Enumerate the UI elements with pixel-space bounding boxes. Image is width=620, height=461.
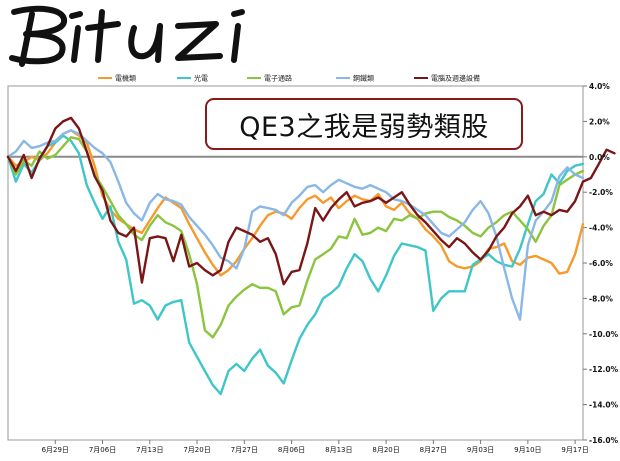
y-tick-label: 4.0% (589, 82, 610, 91)
x-tick-label: 9月10日 (514, 446, 541, 454)
y-tick-label: -16.0% (589, 436, 619, 445)
x-tick-label: 8月20日 (372, 446, 399, 454)
y-tick-label: -2.0% (589, 188, 613, 197)
legend-label: 電腦及週邊設備 (431, 74, 480, 83)
x-tick-label: 7月06日 (89, 446, 116, 454)
y-tick-label: -4.0% (589, 224, 613, 233)
x-tick-label: 9月17日 (561, 446, 588, 454)
x-tick-label: 7月13日 (136, 446, 163, 454)
x-tick-label: 7月20日 (183, 446, 210, 454)
series-lines (6, 116, 616, 396)
series-line-3 (6, 136, 585, 339)
series-line-4 (6, 129, 585, 321)
legend-label: 電子通路 (264, 74, 292, 83)
x-tick-label: 9月03日 (467, 446, 494, 454)
series-line-5 (6, 116, 616, 286)
x-tick-label: 8月06日 (278, 446, 305, 454)
legend-label: 鋼鐵類 (353, 74, 374, 83)
chart-title: QE3之我是弱勢類股 (239, 111, 489, 143)
x-tick-label: 6月29日 (42, 446, 69, 454)
x-tick-label: 8月27日 (420, 446, 447, 454)
chart-title-box: QE3之我是弱勢類股 (205, 98, 523, 150)
y-tick-label: -14.0% (589, 401, 619, 410)
x-axis-ticks: 6月29日 7月06日 7月13日 7月20日 7月27日 8月06日 8月13日 8月20日… (42, 440, 589, 454)
y-tick-label: -12.0% (589, 365, 619, 374)
y-axis-ticks: 4.0% 2.0% 0.0% -2.0% -4.0% -6.0% -8.0% -10.0% -1… (583, 82, 619, 445)
y-tick-label: -6.0% (589, 259, 613, 268)
series-line-2 (6, 134, 585, 396)
bituzi-logo (9, 5, 245, 67)
legend-label: 光電 (194, 74, 208, 83)
y-tick-label: -8.0% (589, 294, 613, 303)
y-tick-label: 0.0% (589, 153, 610, 162)
y-tick-label: 2.0% (589, 117, 610, 126)
y-tick-label: -10.0% (589, 330, 619, 339)
x-tick-label: 8月13日 (325, 446, 352, 454)
legend-label: 電機類 (115, 74, 136, 83)
legend: 電機類 光電 電子通路 鋼鐵類 電腦及週邊設備 (98, 74, 480, 83)
x-tick-label: 7月27日 (231, 446, 258, 454)
